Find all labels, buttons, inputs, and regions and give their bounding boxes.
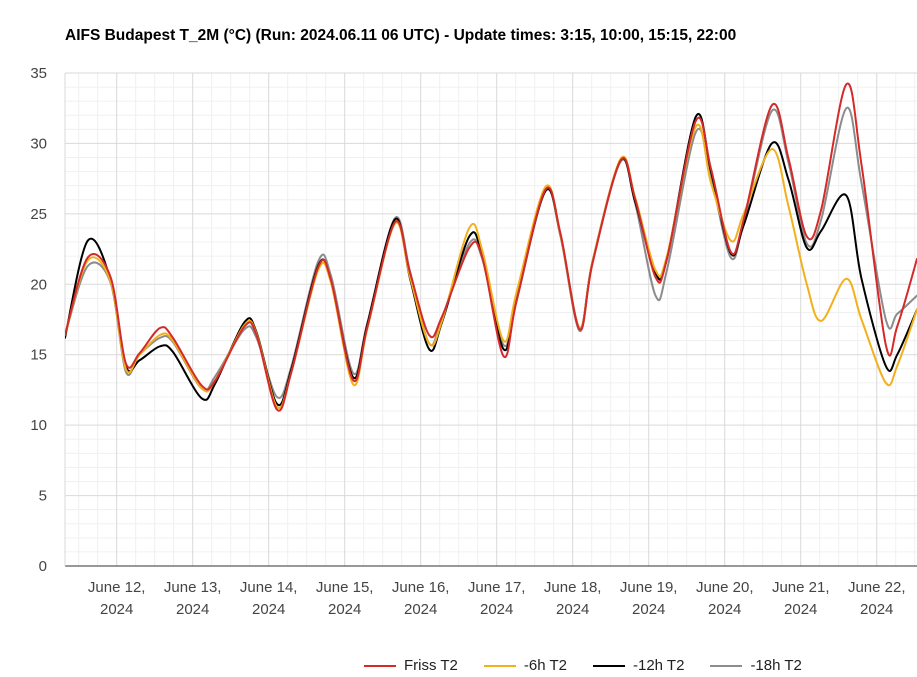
legend-item[interactable]: Friss T2 xyxy=(364,657,458,674)
x-tick-label-year: 2024 xyxy=(784,601,817,618)
y-tick-label: 20 xyxy=(30,276,47,293)
x-tick-label-date: June 13, xyxy=(164,579,222,596)
x-tick-label-date: June 12, xyxy=(88,579,146,596)
tick-labels: 0 5 10 15 20 25 30 35 June 12, 2024 June 13, 2024 Ju… xyxy=(30,65,905,618)
legend-label: -6h T2 xyxy=(523,657,567,674)
x-tick-label-date: June 22, xyxy=(848,579,906,596)
legend-swatch xyxy=(710,664,743,667)
x-tick-label-year: 2024 xyxy=(480,601,513,618)
y-tick-label: 30 xyxy=(30,135,47,152)
y-tick-label: 5 xyxy=(39,488,47,505)
grid-lines xyxy=(65,72,917,566)
x-tick-label-date: June 17, xyxy=(468,579,526,596)
x-tick-label-date: June 19, xyxy=(620,579,678,596)
y-tick-label: 25 xyxy=(30,206,47,223)
x-tick-label-year: 2024 xyxy=(556,601,589,618)
x-tick-label-date: June 16, xyxy=(392,579,450,596)
legend-item[interactable]: -12h T2 xyxy=(593,657,684,674)
legend-item[interactable]: -6h T2 xyxy=(483,657,567,674)
y-tick-label: 15 xyxy=(30,347,47,364)
legend-swatch xyxy=(364,664,396,667)
series-line-12h-t2 xyxy=(65,113,917,407)
legend-item[interactable]: -18h T2 xyxy=(710,657,802,674)
y-tick-label: 10 xyxy=(30,417,47,434)
x-tick-label-date: June 14, xyxy=(240,579,298,596)
legend-label: -12h T2 xyxy=(633,657,685,674)
x-tick-label-year: 2024 xyxy=(176,601,209,618)
x-tick-label-year: 2024 xyxy=(404,601,437,618)
legend: Friss T2 -6h T2 -12h T2 -18h T2 xyxy=(364,657,802,674)
x-tick-label-year: 2024 xyxy=(328,601,361,618)
y-tick-label: 35 xyxy=(30,65,47,82)
x-tick-label-date: June 21, xyxy=(772,579,830,596)
x-tick-label-year: 2024 xyxy=(708,601,741,618)
x-tick-label-year: 2024 xyxy=(252,601,285,618)
x-tick-label-year: 2024 xyxy=(632,601,665,618)
legend-swatch xyxy=(593,664,625,667)
axes xyxy=(64,73,917,567)
x-tick-label-year: 2024 xyxy=(100,601,133,618)
x-tick-label-date: June 18, xyxy=(544,579,602,596)
y-tick-label: 0 xyxy=(39,558,47,575)
legend-swatch xyxy=(483,664,516,667)
chart-title: AIFS Budapest T_2M (°C) (Run: 2024.06.11… xyxy=(65,27,737,44)
x-tick-label-date: June 20, xyxy=(696,579,754,596)
legend-label: -18h T2 xyxy=(750,657,802,674)
series-line-friss-t2 xyxy=(65,82,917,412)
x-tick-label-date: June 15, xyxy=(316,579,374,596)
legend-label: Friss T2 xyxy=(404,657,458,674)
x-tick-label-year: 2024 xyxy=(860,601,893,618)
series-lines xyxy=(65,82,917,412)
